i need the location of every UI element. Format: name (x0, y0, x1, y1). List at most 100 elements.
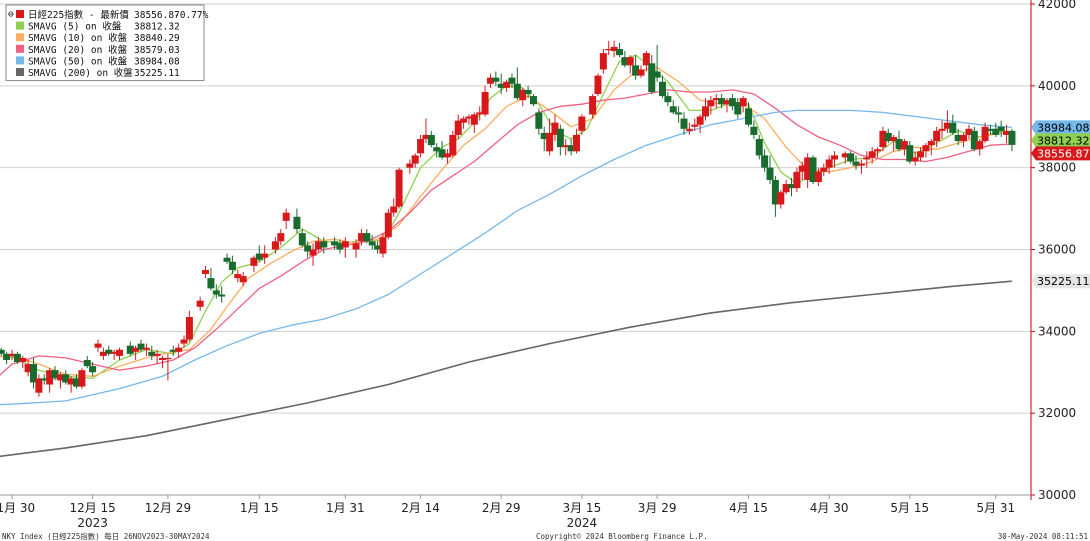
candle (105, 345, 113, 356)
candle (702, 98, 710, 121)
candle-body (46, 370, 54, 385)
candle (89, 362, 97, 377)
candle-body (884, 132, 892, 142)
candle-body (304, 245, 312, 252)
candle-body (379, 237, 387, 254)
candle (427, 130, 435, 148)
moving-average-layer (0, 54, 1013, 458)
candle-body (863, 157, 871, 160)
candle (992, 122, 1000, 137)
candle-body (357, 233, 365, 242)
candle-body (642, 53, 650, 66)
candle (19, 355, 27, 369)
legend-label: SMAVG (5) on 收盤 (28, 21, 122, 33)
candle-body (981, 126, 989, 142)
candle-body (814, 171, 822, 182)
candle (1008, 128, 1016, 152)
candle-body (895, 139, 903, 150)
candle-body (395, 169, 403, 207)
candle (384, 208, 392, 240)
candle-body (788, 184, 796, 189)
candle (443, 149, 451, 164)
candle-body (255, 253, 263, 260)
candle-body (857, 163, 865, 166)
candle-body (271, 241, 279, 250)
ma-line (0, 66, 1012, 377)
candle (589, 94, 597, 119)
candle (99, 347, 107, 360)
candle-body (572, 134, 580, 152)
value-tag: 35225.11 (1031, 274, 1090, 289)
footer-right: 30-May-2024 08:11:51 (998, 532, 1088, 541)
candle-body (8, 353, 16, 356)
candle (175, 343, 183, 358)
candle-body (40, 378, 48, 381)
candle (78, 368, 86, 389)
candle (879, 126, 887, 152)
x-tick-label: 4月 15 (729, 501, 768, 515)
candle-body (997, 126, 1005, 131)
x-tick-label: 5月 15 (890, 501, 929, 515)
candle-body (680, 118, 688, 129)
candle-body (228, 261, 236, 270)
candle (782, 179, 790, 195)
candle-body (723, 100, 731, 105)
candle (212, 284, 220, 299)
candle (718, 94, 726, 109)
legend-entry: ⊖ 日經225指數 - 最新價 38556.87-0.77% (8, 9, 209, 21)
candle-body (535, 112, 543, 129)
y-tick-label: 30000 (1038, 488, 1076, 502)
legend-box (5, 4, 205, 82)
candle (67, 376, 75, 393)
legend-change: -0.77% (174, 10, 209, 21)
candle (911, 151, 919, 166)
candle (13, 351, 21, 365)
candle (546, 118, 554, 156)
candle-body (960, 134, 968, 142)
candle-body (486, 77, 494, 84)
candle-body (449, 134, 457, 156)
candle (766, 155, 774, 185)
candle (196, 296, 204, 311)
legend-label: 日經225指數 - 最新價 (28, 9, 129, 21)
candle-body (847, 153, 855, 162)
candle (626, 55, 634, 74)
candle-body (755, 139, 763, 156)
x-tick-label: 11月 30 (0, 501, 35, 515)
candle (465, 114, 473, 125)
candle-body (669, 106, 677, 113)
candle-body (30, 364, 38, 383)
candle (632, 55, 640, 80)
legend-entry: SMAVG (20) on 收盤 38579.03 (16, 44, 180, 56)
candle-body (879, 130, 887, 148)
candle (250, 255, 258, 273)
candle-body (465, 116, 473, 119)
legend-label: SMAVG (10) on 收盤 (28, 32, 128, 44)
candle-body (702, 106, 710, 117)
candle (943, 110, 951, 133)
value-tag: 38556.87 (1031, 146, 1090, 161)
candle-body (212, 290, 220, 295)
candle (723, 98, 731, 113)
candle (567, 139, 575, 156)
candle-body (728, 98, 736, 107)
candle-body (234, 274, 242, 279)
candle-body (105, 349, 113, 354)
candle-body (943, 122, 951, 129)
candle (153, 349, 161, 365)
candle (357, 229, 365, 246)
candle (207, 267, 215, 291)
candle (884, 128, 892, 144)
candle (282, 208, 290, 230)
candle-body (664, 96, 672, 103)
candle (454, 114, 462, 140)
candle-body (696, 116, 704, 125)
candle (169, 345, 177, 356)
candle (0, 347, 5, 356)
axis-layer: 30000 32000 34000 36000 38000 40000 42000 11月 3… (0, 0, 1076, 530)
candle (30, 357, 38, 389)
candle-body (331, 241, 339, 246)
x-tick-label: 3月 15 (562, 501, 601, 515)
candle (809, 155, 817, 185)
candle (933, 126, 941, 148)
